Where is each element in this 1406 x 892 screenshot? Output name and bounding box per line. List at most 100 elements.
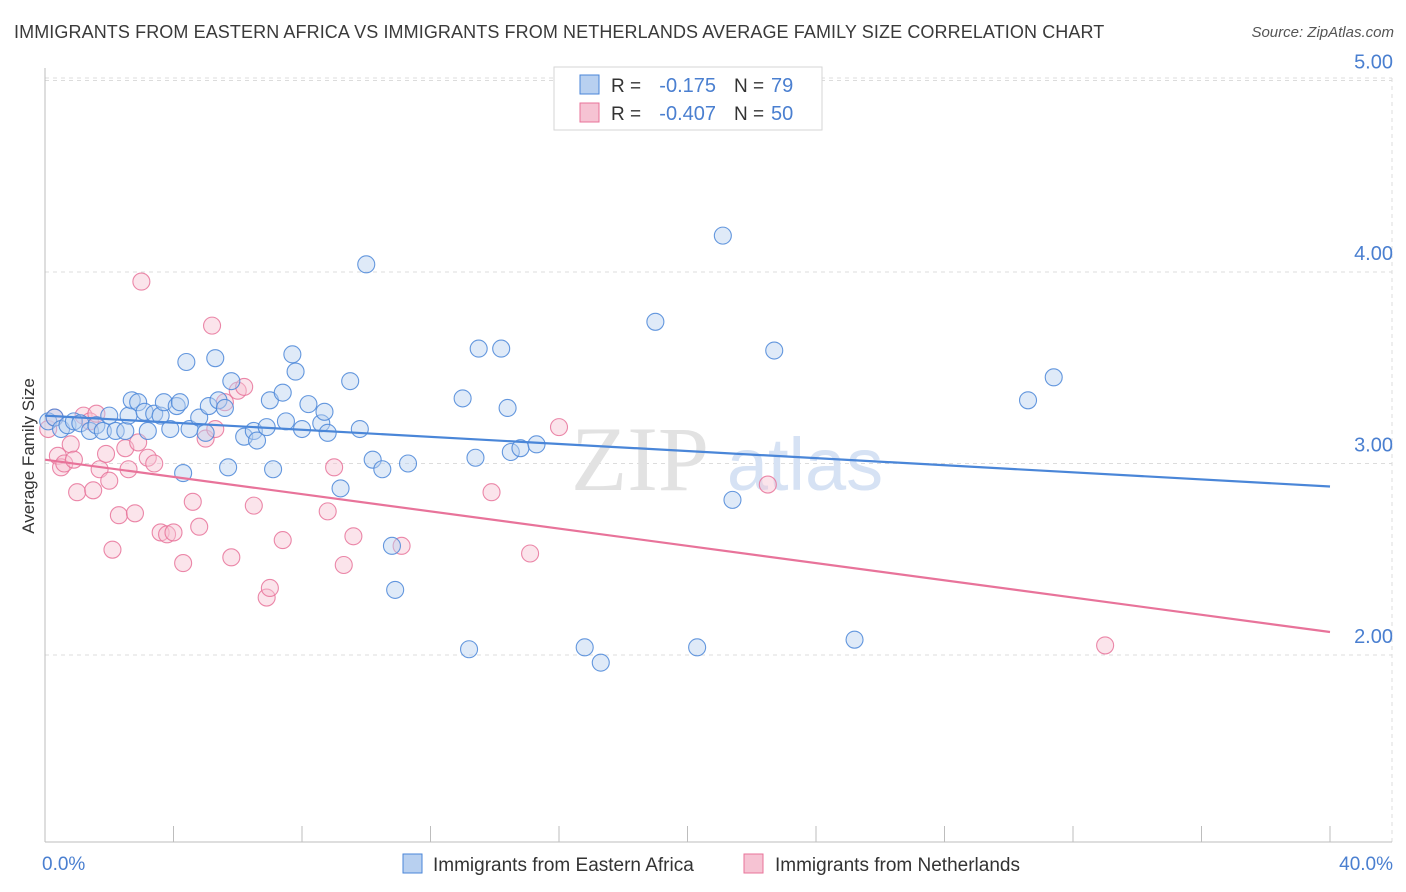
data-points <box>39 226 1115 672</box>
data-point-blue <box>469 339 488 358</box>
data-point-blue <box>1044 368 1063 387</box>
data-point-blue <box>106 421 125 440</box>
data-point-blue <box>845 630 864 649</box>
legend-r-value-2: -0.407 <box>659 103 716 125</box>
series-legend-swatch-blue <box>402 853 423 874</box>
data-point-pink <box>145 454 164 473</box>
watermark: ZIP atlas <box>571 408 883 510</box>
data-point-blue <box>151 406 170 425</box>
data-point-pink <box>100 471 119 490</box>
data-point-blue <box>199 396 218 416</box>
data-point-pink <box>325 458 344 477</box>
y-tick-label: 2.00 <box>1354 626 1393 648</box>
data-point-blue <box>170 393 189 412</box>
data-point-blue <box>129 393 148 412</box>
data-point-pink <box>196 429 215 448</box>
x-tick-labels: 0.0% 40.0% <box>42 854 1393 875</box>
data-point-blue <box>138 421 157 440</box>
data-point-pink <box>344 527 363 546</box>
series-legend-label-pink: Immigrants from Netherlands <box>775 855 1020 876</box>
data-point-blue <box>286 362 305 381</box>
data-point-pink <box>151 523 170 542</box>
data-point-blue <box>273 383 292 402</box>
legend-n-value-2: 50 <box>771 103 793 125</box>
data-point-blue <box>122 391 141 410</box>
data-point-blue <box>206 349 225 368</box>
data-point-blue <box>492 339 511 358</box>
data-point-blue <box>398 454 418 473</box>
data-point-pink <box>103 540 122 559</box>
data-point-blue <box>498 398 517 418</box>
chart-title: IMMIGRANTS FROM EASTERN AFRICA VS IMMIGR… <box>14 22 1105 42</box>
data-point-blue <box>459 640 479 659</box>
data-point-blue <box>283 345 302 364</box>
legend-swatch-pink <box>579 102 600 123</box>
data-point-blue <box>177 352 196 372</box>
data-point-pink <box>39 419 58 439</box>
data-point-blue <box>315 402 334 421</box>
data-point-blue <box>723 490 742 509</box>
data-point-blue <box>382 536 402 555</box>
series-legend-label-blue: Immigrants from Eastern Africa <box>433 855 694 876</box>
axes <box>44 68 1392 843</box>
data-point-blue <box>341 372 360 391</box>
data-point-pink <box>758 475 777 494</box>
data-point-pink <box>125 504 144 523</box>
legend-swatch-blue <box>579 74 600 95</box>
watermark-zip: ZIP <box>571 408 709 510</box>
data-point-blue <box>527 435 546 454</box>
data-point-blue <box>93 421 112 440</box>
data-point-blue <box>373 460 392 479</box>
legend-r-label-2: R = <box>611 104 641 125</box>
data-point-blue <box>501 442 520 462</box>
data-point-pink <box>222 548 241 567</box>
y-axis-label: Average Family Size <box>19 378 38 534</box>
data-point-blue <box>453 389 472 408</box>
data-point-pink <box>190 517 209 536</box>
data-point-blue <box>1018 391 1038 410</box>
trend-line-pink <box>44 458 1331 634</box>
data-point-blue <box>591 653 610 672</box>
y-tick-label: 3.00 <box>1354 435 1393 457</box>
data-point-pink <box>64 450 83 469</box>
data-point-pink <box>174 554 193 573</box>
y-tick-labels: 2.00 3.00 4.00 5.00 <box>1354 52 1393 649</box>
legend-r-value-1: -0.175 <box>659 75 716 97</box>
trend-lines <box>44 414 1331 634</box>
data-point-pink <box>1096 636 1115 655</box>
data-point-pink <box>334 555 353 575</box>
data-point-pink <box>244 496 263 515</box>
data-point-pink <box>257 588 276 607</box>
data-point-blue <box>161 419 180 439</box>
y-tick-label: 5.00 <box>1354 52 1393 74</box>
data-point-pink <box>84 481 103 500</box>
data-point-blue <box>209 391 228 410</box>
data-point-pink <box>273 531 292 550</box>
data-point-pink <box>132 272 151 291</box>
data-point-blue <box>116 421 135 440</box>
trend-line-blue <box>44 414 1331 488</box>
y-tick-label: 4.00 <box>1354 243 1393 265</box>
data-point-pink <box>521 544 540 563</box>
data-point-pink <box>183 492 202 511</box>
data-point-pink <box>164 523 183 542</box>
data-point-blue <box>386 580 405 599</box>
correlation-legend: R = -0.175 N = 79 R = -0.407 N = 50 <box>553 66 823 131</box>
data-point-blue <box>350 419 369 439</box>
data-point-blue <box>215 398 234 418</box>
data-point-pink <box>61 435 80 454</box>
data-point-blue <box>100 406 119 425</box>
data-point-blue <box>196 423 215 442</box>
data-point-blue <box>331 479 350 498</box>
legend-n-label-1: N = <box>734 76 764 97</box>
data-point-blue <box>276 412 295 431</box>
data-point-pink <box>158 525 177 544</box>
source-credit: Source: ZipAtlas.com <box>1251 24 1394 41</box>
data-point-blue <box>466 448 485 467</box>
data-point-blue <box>318 423 337 442</box>
watermark-atlas: atlas <box>727 423 883 506</box>
data-point-pink <box>68 483 87 502</box>
data-point-blue <box>219 458 238 477</box>
data-point-blue <box>222 372 241 391</box>
grid-lines <box>45 77 1393 842</box>
